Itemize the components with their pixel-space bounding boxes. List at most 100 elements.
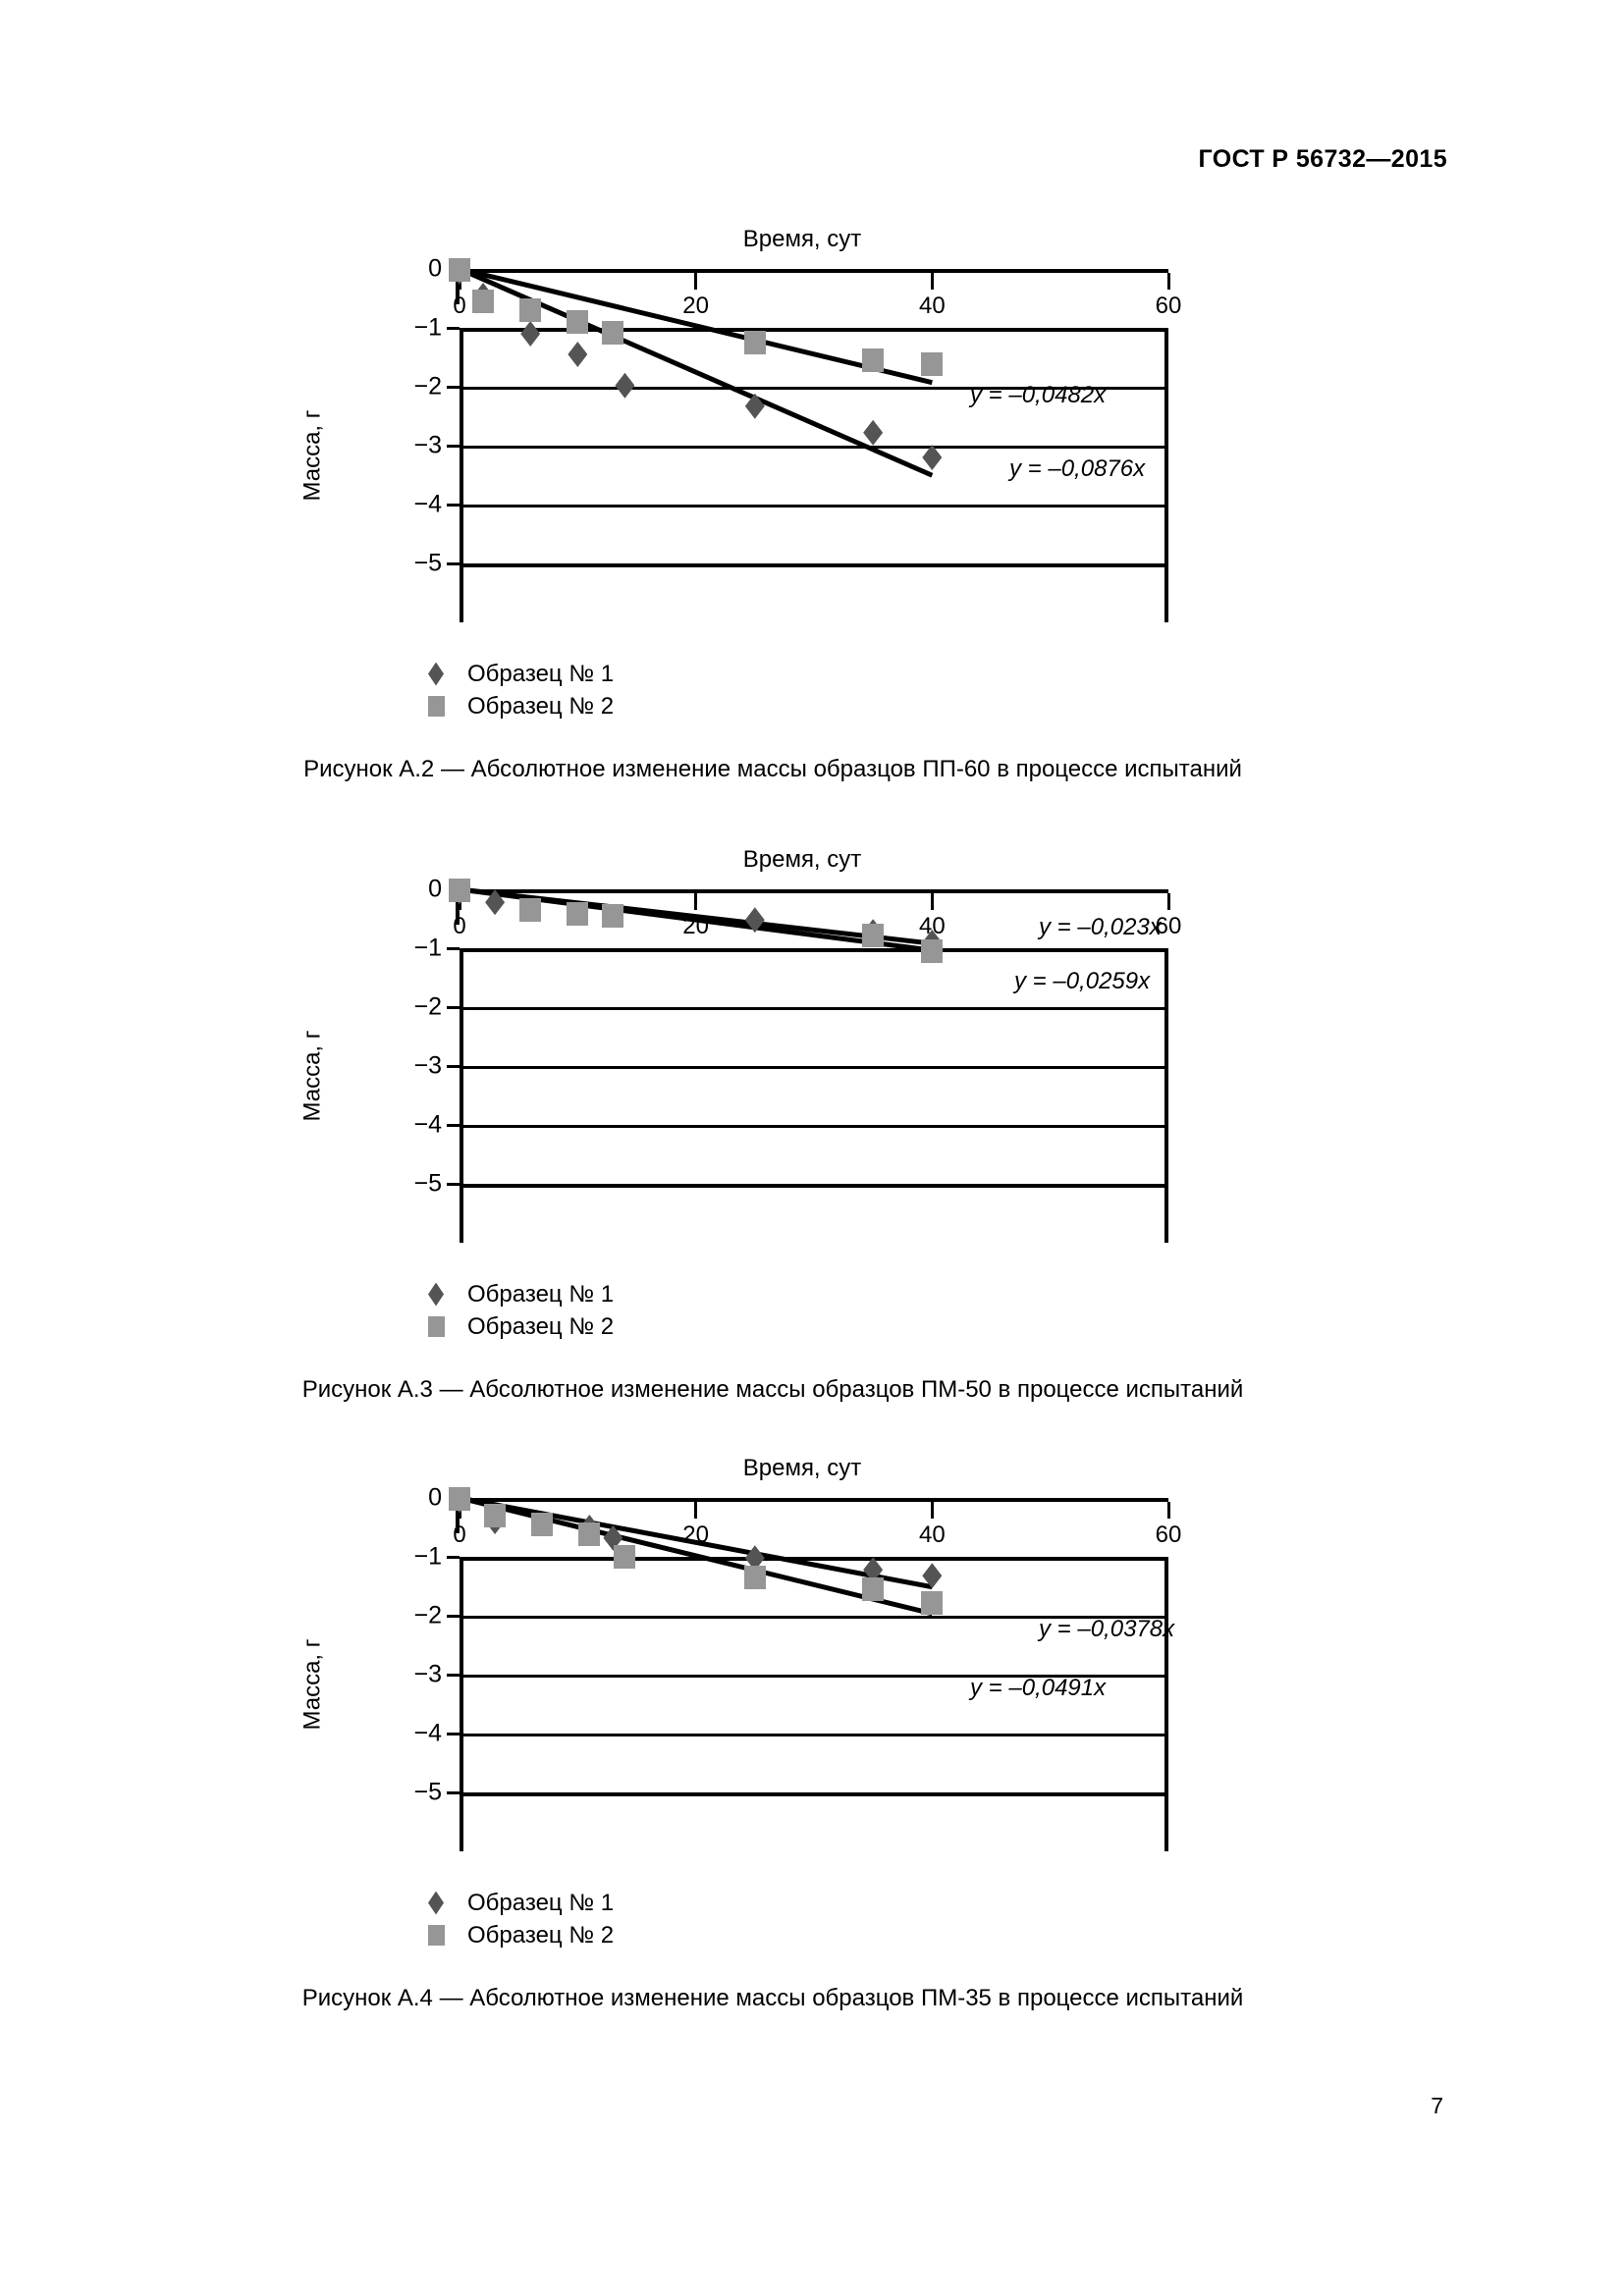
legend-item: Образец № 1 <box>422 658 614 690</box>
x-axis-tick-label: 60 <box>1155 913 1182 939</box>
square-marker <box>484 1504 507 1527</box>
x-axis-title: Время, сут <box>742 846 862 873</box>
square-marker <box>578 1522 601 1547</box>
square-marker <box>449 258 470 283</box>
x-axis-line <box>460 1498 1168 1502</box>
y-axis-tick-label: −2 <box>413 992 442 1021</box>
square-glyph-icon <box>427 1925 445 1946</box>
grid-line <box>463 1675 1164 1678</box>
y-axis-tick-label: 0 <box>428 254 442 283</box>
x-axis-tick-label: 20 <box>682 293 710 319</box>
square-marker <box>449 879 470 903</box>
legend-item-label: Образец № 1 <box>467 1889 615 1916</box>
trendline <box>459 266 933 386</box>
x-axis-tick <box>930 893 934 910</box>
diamond-marker <box>744 1545 765 1572</box>
y-axis-tick-label: −2 <box>413 1601 442 1629</box>
grid-line <box>463 505 1164 507</box>
y-axis-tick-label: −5 <box>413 1169 442 1198</box>
square-marker <box>921 939 944 963</box>
grid-line <box>463 1184 1164 1188</box>
grid-line <box>463 1734 1164 1736</box>
square-marker <box>862 348 885 372</box>
x-axis-tick <box>930 273 934 290</box>
diamond-marker <box>485 889 506 916</box>
y-axis-tick <box>447 1614 460 1618</box>
x-axis-tick <box>930 1502 934 1519</box>
y-axis-tick-label: −1 <box>413 313 442 342</box>
diamond-marker <box>744 393 765 419</box>
grid-line <box>463 1125 1164 1128</box>
x-axis-title: Время, сут <box>742 1455 862 1481</box>
y-axis-tick <box>447 385 460 389</box>
legend-item: Образец № 2 <box>422 1310 614 1343</box>
grid-line <box>463 1557 1164 1561</box>
legend-item-label: Образец № 2 <box>467 1921 615 1949</box>
legend-item-label: Образец № 2 <box>467 1312 615 1340</box>
square-marker <box>743 1566 766 1589</box>
square-marker <box>422 1316 450 1337</box>
diamond-marker <box>863 419 884 446</box>
x-axis-tick <box>1166 893 1170 910</box>
square-marker <box>567 310 589 334</box>
square-marker <box>921 352 944 377</box>
trendline-equation-label: y = –0,0876x <box>1009 455 1146 482</box>
y-axis-tick-label: −1 <box>413 1542 442 1571</box>
square-marker <box>422 696 450 717</box>
document-header: ГОСТ Р 56732—2015 <box>1198 145 1447 173</box>
diamond-glyph-icon <box>428 1282 444 1307</box>
y-axis-tick-label: −3 <box>413 1051 442 1080</box>
trendline-equation-label: y = –0,023x <box>1039 914 1162 940</box>
square-marker <box>921 1590 944 1615</box>
figure-caption: Рисунок А.2 — Абсолютное изменение массы… <box>303 756 1242 782</box>
square-marker <box>614 1545 636 1569</box>
diamond-marker <box>520 321 541 347</box>
y-axis-tick-label: −5 <box>413 549 442 577</box>
y-axis-origin-spine <box>456 893 460 925</box>
x-axis-tick <box>694 1502 698 1519</box>
y-axis-tick <box>447 561 460 565</box>
y-axis-tick <box>447 946 460 950</box>
y-axis-tick-label: −5 <box>413 1778 442 1806</box>
diamond-marker <box>744 907 765 934</box>
x-axis-tick <box>694 893 698 910</box>
grid-line <box>463 1792 1164 1796</box>
x-axis-line <box>460 269 1168 273</box>
x-axis-title: Время, сут <box>742 226 862 252</box>
x-axis-tick <box>1166 1502 1170 1519</box>
y-axis-tick-label: −4 <box>413 1110 442 1139</box>
chart-legend: Образец № 1 Образец № 2 <box>422 658 614 722</box>
legend-item: Образец № 1 <box>422 1278 614 1310</box>
diamond-marker <box>422 1282 450 1307</box>
trendline-layer <box>459 886 933 953</box>
square-marker <box>531 1513 554 1536</box>
y-axis-tick-label: −2 <box>413 372 442 400</box>
y-axis-title: Масса, г <box>298 409 326 502</box>
y-axis-title: Масса, г <box>298 1638 326 1731</box>
square-marker <box>422 1925 450 1946</box>
y-axis-tick <box>447 1182 460 1186</box>
square-marker <box>449 1487 470 1512</box>
grid-line <box>463 387 1164 390</box>
trendline-equation-label: y = –0,0259x <box>1014 968 1151 994</box>
trendline <box>459 1495 933 1617</box>
square-marker <box>602 904 624 928</box>
grid-line <box>463 328 1164 332</box>
y-axis-tick-label: −3 <box>413 1660 442 1688</box>
y-axis-tick-label: 0 <box>428 1483 442 1512</box>
diamond-marker <box>422 662 450 686</box>
legend-item: Образец № 2 <box>422 1919 614 1951</box>
x-axis-tick-label: 40 <box>918 293 946 319</box>
chart-legend: Образец № 1 Образец № 2 <box>422 1278 614 1343</box>
diamond-marker <box>422 1891 450 1915</box>
square-marker <box>862 1577 885 1601</box>
trendline-equation-label: y = –0,0491x <box>970 1675 1107 1701</box>
y-axis-tick <box>447 1005 460 1009</box>
grid-line <box>463 1616 1164 1619</box>
